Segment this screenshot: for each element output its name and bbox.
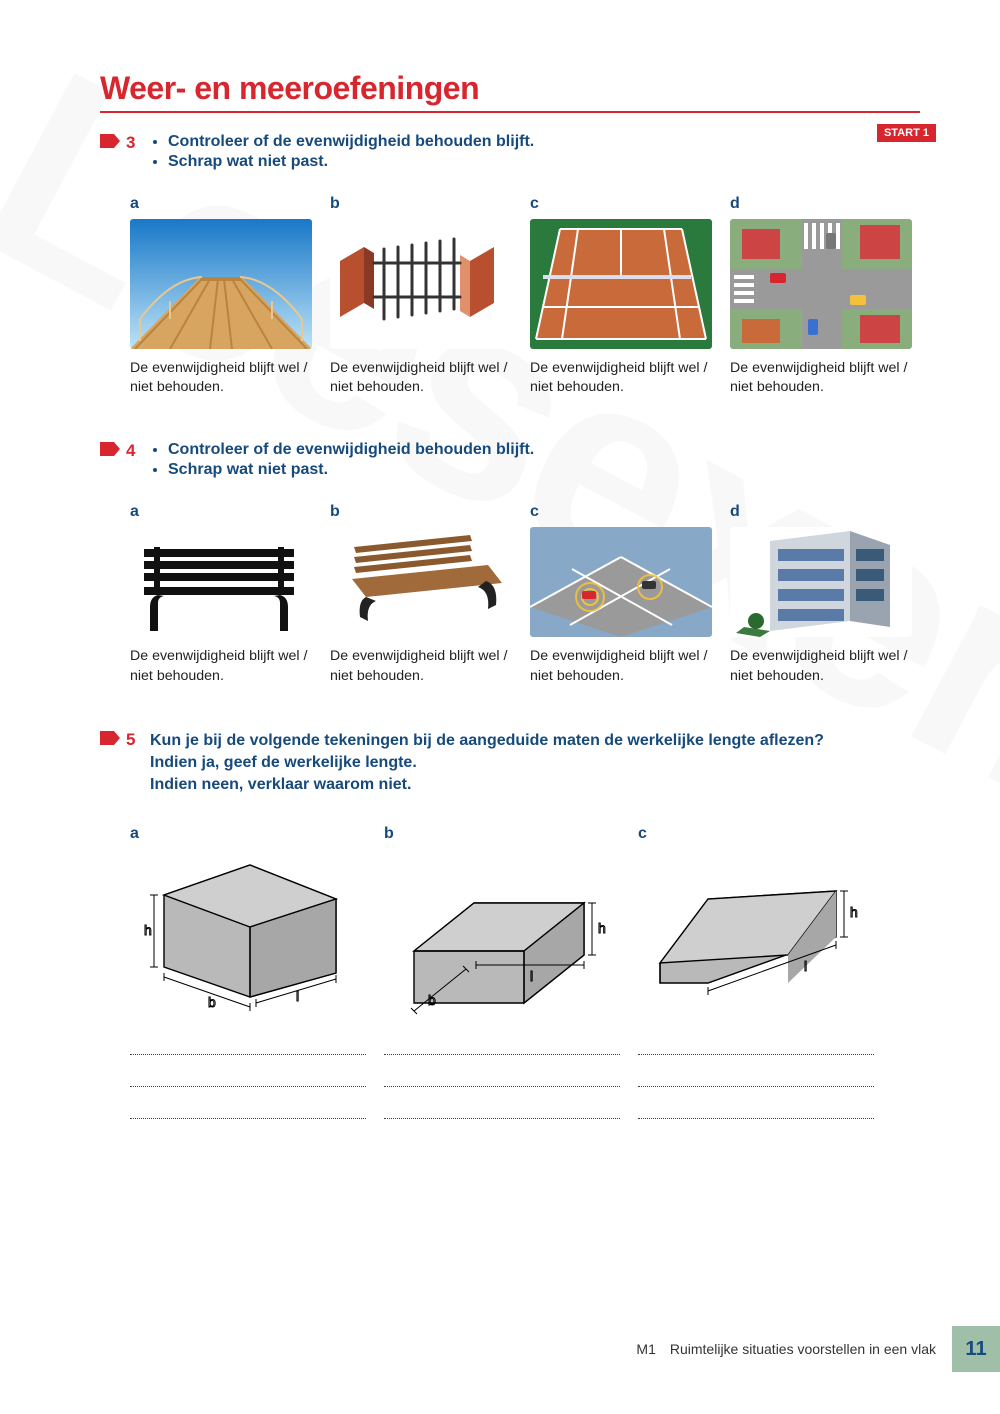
exercise-bullets: Controleer of de evenwijdigheid behouden… — [150, 133, 936, 171]
page-footer: M1 Ruimtelijke situaties voorstellen in … — [636, 1326, 1000, 1372]
question-text: Indien neen, verklaar waarom niet. — [150, 774, 936, 796]
image-caption: De evenwijdigheid blijft wel / niet beho… — [330, 359, 512, 397]
column-label: b — [384, 825, 620, 843]
illustration-bench-front — [130, 527, 312, 637]
image-caption: De evenwijdigheid blijft wel / niet beho… — [530, 359, 712, 397]
solid-cuboid-oblique: h b l — [384, 843, 620, 1023]
exercise-number: 3 — [126, 133, 150, 153]
dim-h: h — [144, 922, 152, 938]
exercise-number: 5 — [126, 730, 150, 750]
title-underline — [100, 111, 920, 113]
column-label: a — [130, 825, 366, 843]
footer-chapter: Ruimtelijke situaties voorstellen in een… — [670, 1341, 936, 1357]
column-label: a — [130, 195, 312, 213]
column-label: b — [330, 503, 512, 521]
image-caption: De evenwijdigheid blijft wel / niet beho… — [330, 647, 512, 685]
column-label: a — [130, 503, 312, 521]
exercise-5: 5 Kun je bij de volgende tekeningen bij … — [100, 730, 936, 797]
answer-line[interactable] — [384, 1033, 620, 1055]
image-caption: De evenwijdigheid blijft wel / niet beho… — [730, 359, 912, 397]
answer-line[interactable] — [130, 1065, 366, 1087]
question-text: Kun je bij de volgende tekeningen bij de… — [150, 730, 936, 752]
exercise-number: 4 — [126, 441, 150, 461]
tag-icon — [100, 134, 120, 148]
illustration-building — [730, 527, 912, 637]
illustration-pier — [130, 219, 312, 349]
bullet-item: Controleer of de evenwijdigheid behouden… — [168, 441, 936, 459]
page-title: Weer- en meeroefeningen — [100, 70, 936, 107]
bullet-item: Controleer of de evenwijdigheid behouden… — [168, 133, 936, 151]
image-caption: De evenwijdigheid blijft wel / niet beho… — [130, 359, 312, 397]
dim-b: b — [208, 994, 216, 1010]
page-number: 11 — [952, 1326, 1000, 1372]
answer-line[interactable] — [638, 1033, 874, 1055]
exercise-4: 4 Controleer of de evenwijdigheid behoud… — [100, 441, 936, 481]
answer-line[interactable] — [638, 1065, 874, 1087]
solid-prism: h l — [638, 843, 874, 1023]
answer-line[interactable] — [384, 1065, 620, 1087]
column-label: c — [638, 825, 874, 843]
illustration-tennis-court — [530, 219, 712, 349]
dim-l: l — [296, 988, 299, 1004]
answer-line[interactable] — [384, 1097, 620, 1119]
bullet-item: Schrap wat niet past. — [168, 461, 936, 479]
dim-h: h — [598, 920, 606, 936]
bullet-item: Schrap wat niet past. — [168, 153, 936, 171]
dim-h: h — [850, 904, 858, 920]
exercise-bullets: Controleer of de evenwijdigheid behouden… — [150, 441, 936, 479]
solid-cuboid-perspective: h b l — [130, 843, 366, 1023]
image-caption: De evenwijdigheid blijft wel / niet beho… — [530, 647, 712, 685]
image-caption: De evenwijdigheid blijft wel / niet beho… — [130, 647, 312, 685]
tag-icon — [100, 442, 120, 456]
image-caption: De evenwijdigheid blijft wel / niet beho… — [730, 647, 912, 685]
column-label: c — [530, 503, 712, 521]
illustration-bench-iso — [330, 527, 512, 637]
answer-line[interactable] — [130, 1033, 366, 1055]
answer-line[interactable] — [130, 1097, 366, 1119]
tag-icon — [100, 731, 120, 745]
illustration-intersection-top — [730, 219, 912, 349]
question-text: Indien ja, geef de werkelijke lengte. — [150, 752, 936, 774]
dim-l: l — [530, 968, 533, 984]
column-label: b — [330, 195, 512, 213]
column-label: c — [530, 195, 712, 213]
illustration-smart-intersection — [530, 527, 712, 637]
exercise-3: 3 Controleer of de evenwijdigheid behoud… — [100, 133, 936, 173]
dim-l: l — [804, 958, 807, 974]
footer-module: M1 — [636, 1341, 655, 1357]
start-badge: START 1 — [877, 124, 936, 142]
illustration-fence — [330, 219, 512, 349]
answer-line[interactable] — [638, 1097, 874, 1119]
column-label: d — [730, 195, 912, 213]
dim-b: b — [428, 992, 436, 1008]
column-label: d — [730, 503, 912, 521]
